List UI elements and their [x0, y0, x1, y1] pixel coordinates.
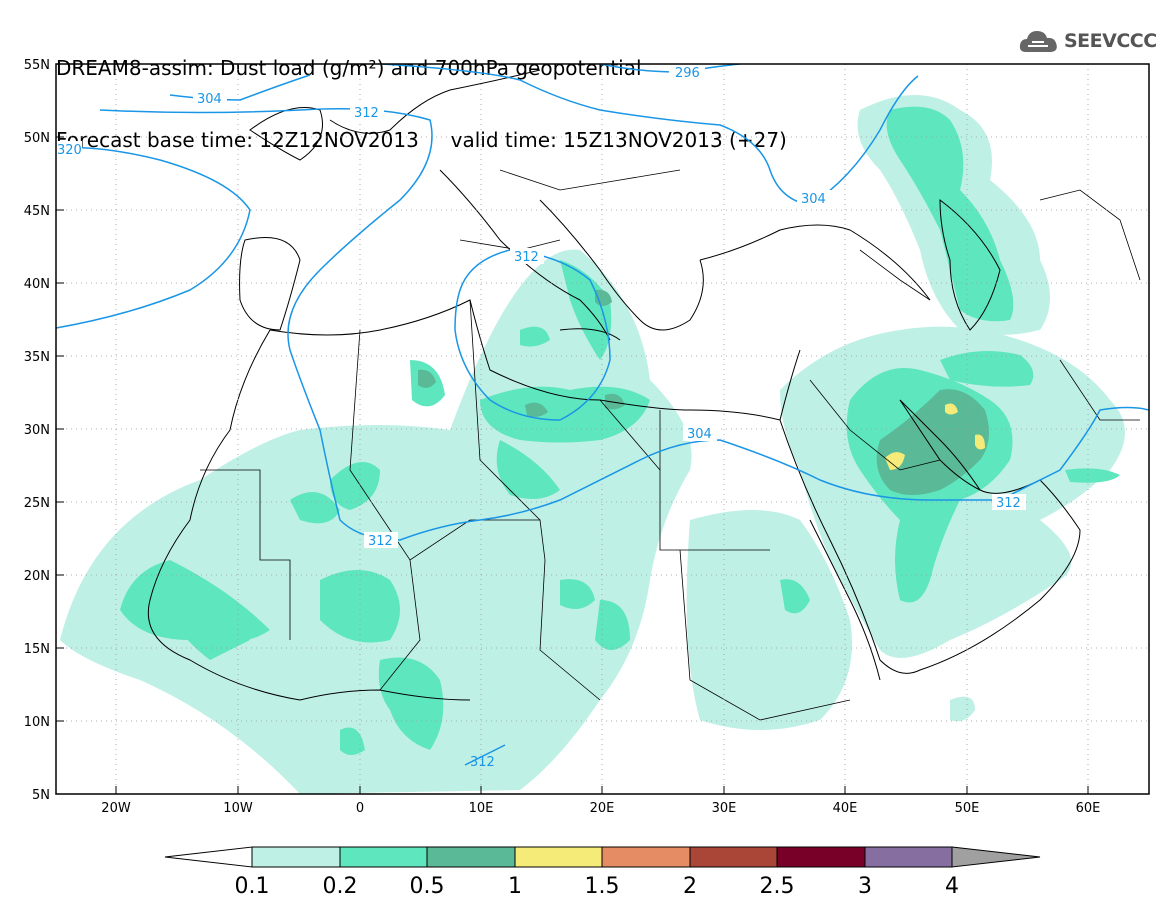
colorbar-bin — [689, 846, 778, 868]
colorbar-tick: 3 — [858, 874, 872, 899]
lat-label: 50N — [24, 131, 50, 146]
axis-ticks — [56, 136, 1089, 794]
colorbar-tick-labels: 0.1 0.2 0.5 1 1.5 2 2.5 3 4 — [235, 874, 960, 899]
lat-label: 5N — [32, 788, 50, 803]
contour-label: 304 — [197, 92, 222, 107]
colorbar-bin — [601, 846, 691, 868]
lon-label: 20E — [590, 801, 615, 816]
gridlines — [56, 64, 1149, 794]
lat-label: 20N — [24, 569, 50, 584]
contour-labels: 296 304 312 320 304 312 304 312 312 312 — [56, 64, 1026, 770]
colorbar-bin — [776, 846, 866, 868]
geopotential-contours — [56, 64, 1149, 766]
coastlines — [147, 69, 1081, 701]
lat-label: 30N — [24, 423, 50, 438]
colorbar-bin — [164, 846, 253, 868]
lon-label: 40E — [833, 801, 858, 816]
colorbar-tick: 2 — [683, 874, 697, 899]
lon-label: 60E — [1076, 801, 1101, 816]
borders — [200, 169, 1141, 721]
logo-text: SEEVCCC — [1064, 30, 1157, 52]
colorbar-tick: 0.2 — [323, 874, 358, 899]
contour-label: 320 — [57, 143, 82, 158]
lat-label: 15N — [24, 642, 50, 657]
contour-label: 312 — [514, 250, 539, 265]
lon-label: 0 — [356, 801, 364, 816]
colorbar — [164, 846, 1041, 868]
contour-label: 296 — [675, 66, 700, 81]
colorbar-bin — [864, 846, 953, 868]
latitude-labels: 55N 50N 45N 40N 35N 30N 25N 20N 15N 10N … — [24, 58, 50, 803]
contour-label: 312 — [470, 755, 495, 770]
longitude-labels: 20W 10W 0 10E 20E 30E 40E 50E 60E — [101, 801, 1100, 816]
lat-label: 45N — [24, 204, 50, 219]
lat-label: 40N — [24, 277, 50, 292]
colorbar-tick: 0.5 — [410, 874, 445, 899]
colorbar-tick: 0.1 — [235, 874, 270, 899]
colorbar-bin — [339, 846, 428, 868]
colorbar-bin — [426, 846, 516, 868]
cloud-icon — [1019, 31, 1057, 52]
colorbar-bin — [251, 846, 341, 868]
contour-label: 312 — [354, 106, 379, 121]
colorbar-tick: 4 — [945, 874, 959, 899]
chart-title: DREAM8-assim: Dust load (g/m²) and 700hP… — [56, 8, 787, 176]
colorbar-tick: 1 — [508, 874, 522, 899]
contour-label: 312 — [996, 496, 1021, 511]
lon-label: 30E — [712, 801, 737, 816]
lon-label: 10W — [223, 801, 253, 816]
seevccc-logo: SEEVCCC — [1018, 26, 1157, 56]
colorbar-bin — [514, 846, 603, 868]
title-line-1: DREAM8-assim: Dust load (g/m²) and 700hP… — [56, 56, 642, 80]
lon-label: 20W — [101, 801, 131, 816]
lat-label: 35N — [24, 350, 50, 365]
colorbar-tick: 2.5 — [760, 874, 795, 899]
lat-label: 10N — [24, 715, 50, 730]
lat-label: 25N — [24, 496, 50, 511]
contour-label: 304 — [687, 427, 712, 442]
lon-label: 10E — [469, 801, 494, 816]
lat-label: 55N — [24, 58, 50, 73]
lon-label: 50E — [955, 801, 980, 816]
contour-label: 304 — [801, 192, 826, 207]
contour-label: 312 — [368, 534, 393, 549]
colorbar-bin — [951, 846, 1041, 868]
colorbar-tick: 1.5 — [585, 874, 620, 899]
